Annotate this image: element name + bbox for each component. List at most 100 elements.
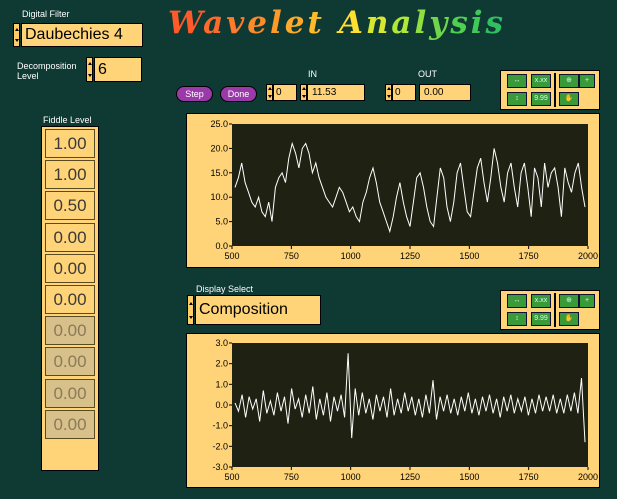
input-signal-line	[234, 141, 586, 234]
fiddle-level-input[interactable]: 0.50	[45, 191, 95, 221]
y-tick-label: -2.0	[212, 441, 228, 451]
palette-divider	[554, 293, 556, 327]
x-tick-label: 500	[224, 472, 239, 482]
decrement-icon	[386, 94, 391, 98]
y-tick-label: 0.0	[215, 400, 228, 410]
x-tick-label: 2000	[578, 251, 598, 261]
x-tick-label: 1750	[519, 251, 539, 261]
increment-icon	[386, 87, 391, 91]
y-tick-label: 3.0	[215, 338, 228, 348]
fiddle-level-input: 0.00	[45, 409, 95, 439]
title-letter: a	[391, 5, 415, 41]
x-tick-label: 1500	[459, 251, 479, 261]
fiddle-level-input[interactable]: 1.00	[45, 160, 95, 190]
y-tick-label: -1.0	[212, 421, 228, 431]
composition-chart: 3.0 2.0 1.0 0.0 -1.0 -2.0 -3.0 500 750 1000 1250 1…	[212, 338, 598, 482]
composition-signal-line	[234, 353, 586, 443]
decrement-icon	[14, 39, 19, 42]
decomposition-stepper[interactable]	[86, 57, 93, 82]
app-title: Wavelet Analysis	[168, 5, 506, 49]
x-scale-icon[interactable]: ↔	[507, 294, 527, 308]
y-tick-label: 2.0	[215, 359, 228, 369]
hand-icon[interactable]: ✋	[559, 312, 579, 326]
y-tick-label: -3.0	[212, 462, 228, 472]
y-scale-icon[interactable]: ↕	[507, 92, 527, 106]
step-button[interactable]: Step	[176, 86, 213, 102]
x-tick-label: 1000	[341, 472, 361, 482]
fiddle-level-input[interactable]: 0.00	[45, 285, 95, 314]
digital-filter-stepper[interactable]	[13, 23, 20, 47]
done-button[interactable]: Done	[220, 86, 257, 102]
y-tick-label: 15.0	[210, 168, 228, 178]
fiddle-level-input: 0.00	[45, 316, 95, 346]
title-letter: a	[203, 5, 227, 41]
title-letter: t	[307, 5, 325, 41]
x-tick-label: 750	[284, 472, 299, 482]
out-value-input[interactable]: 0.00	[419, 84, 471, 101]
y-format-icon[interactable]: 9.99	[531, 312, 551, 326]
title-letter: s	[450, 5, 471, 41]
in-value-stepper[interactable]	[300, 84, 307, 101]
in-value-input[interactable]: 11.53	[307, 84, 365, 101]
title-letter: s	[485, 5, 506, 41]
y-tick-label: 1.0	[215, 379, 228, 389]
title-letter: n	[365, 5, 392, 41]
x-tick-label: 1750	[519, 472, 539, 482]
decrement-icon	[267, 94, 272, 98]
decrement-icon	[87, 73, 92, 77]
title-letter: l	[269, 5, 285, 41]
graph-palette-top: ↔ x.xx ⊕ + ↕ 9.99 ✋	[500, 70, 600, 110]
title-letter: e	[247, 5, 270, 41]
input-plot-area	[232, 124, 588, 246]
x-format-icon[interactable]: x.xx	[531, 74, 551, 88]
hand-icon[interactable]: ✋	[559, 92, 579, 106]
crosshair-icon[interactable]: +	[579, 74, 595, 88]
x-tick-label: 750	[284, 251, 299, 261]
crosshair-icon[interactable]: +	[579, 294, 595, 308]
graph-palette-bottom: ↔ x.xx ⊕ + ↕ 9.99 ✋	[500, 290, 600, 330]
y-tick-label: 5.0	[215, 217, 228, 227]
zoom-icon[interactable]: ⊕	[559, 74, 579, 88]
y-format-icon[interactable]: 9.99	[531, 92, 551, 106]
x-tick-label: 1250	[400, 251, 420, 261]
fiddle-level-input[interactable]: 1.00	[45, 129, 95, 158]
fiddle-level-input[interactable]: 0.00	[45, 222, 95, 252]
fiddle-level-input: 0.00	[45, 378, 95, 408]
increment-icon	[14, 28, 19, 31]
decrement-icon	[301, 94, 306, 98]
decrement-icon	[188, 315, 193, 319]
title-letter: W	[168, 5, 204, 41]
x-tick-label: 500	[224, 251, 239, 261]
out-index-input[interactable]: 0	[392, 84, 416, 101]
title-letter: e	[284, 5, 308, 41]
y-tick-label: 0.0	[215, 241, 228, 251]
out-index-stepper[interactable]	[385, 84, 392, 101]
in-label: IN	[308, 69, 317, 79]
in-index-stepper[interactable]	[266, 84, 273, 101]
decomposition-level-input[interactable]: 6	[94, 57, 142, 82]
x-format-icon[interactable]: x.xx	[531, 294, 551, 308]
fiddle-level-label: Fiddle Level	[43, 115, 92, 125]
decomposition-label-line2: Level	[17, 71, 39, 81]
y-tick-label: 10.0	[210, 192, 228, 202]
title-letter: i	[470, 5, 486, 41]
y-scale-icon[interactable]: ↕	[507, 312, 527, 326]
fiddle-level-input[interactable]: 0.00	[45, 253, 95, 283]
title-letter: y	[429, 5, 451, 41]
x-tick-label: 1500	[459, 472, 479, 482]
digital-filter-select[interactable]: Daubechies 4	[21, 23, 143, 47]
x-tick-label: 1000	[341, 251, 361, 261]
increment-icon	[301, 87, 306, 91]
display-select-label: Display Select	[196, 284, 254, 294]
in-index-input[interactable]: 0	[273, 84, 297, 101]
y-tick-label: 25.0	[210, 119, 228, 129]
display-select-stepper[interactable]	[187, 295, 194, 325]
title-letter: l	[414, 5, 430, 41]
y-tick-label: 20.0	[210, 143, 228, 153]
zoom-icon[interactable]: ⊕	[559, 294, 579, 308]
x-scale-icon[interactable]: ↔	[507, 74, 527, 88]
display-select-menu[interactable]: Composition	[195, 295, 321, 325]
increment-icon	[188, 301, 193, 305]
increment-icon	[87, 62, 92, 66]
increment-icon	[267, 87, 272, 91]
